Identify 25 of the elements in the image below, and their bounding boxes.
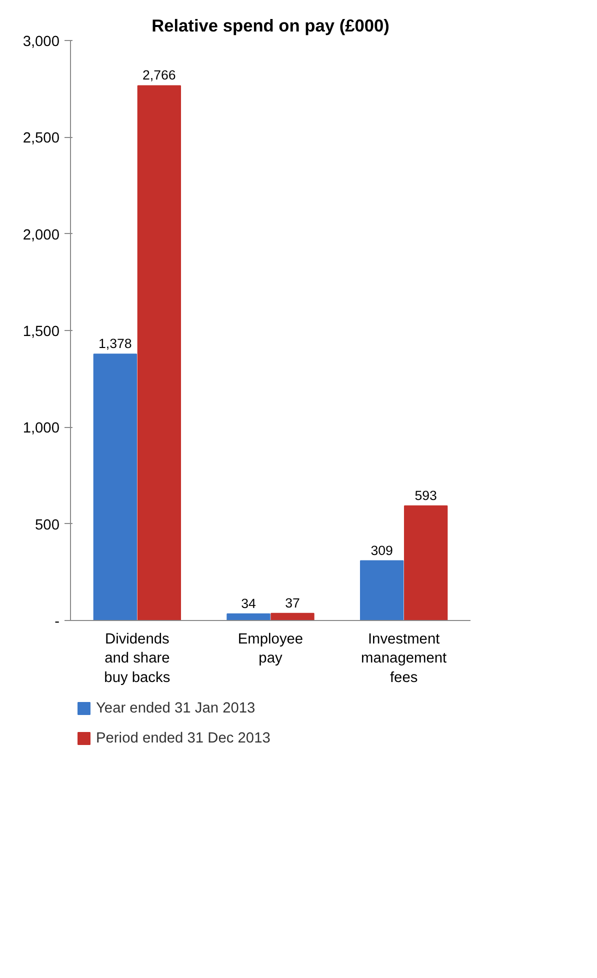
y-tick-label: - [54, 614, 60, 630]
y-tick-label: 2,500 [22, 130, 60, 147]
x-tick-label: Dividends and share buy backs [104, 632, 170, 686]
bar [404, 505, 448, 620]
data-label: 309 [370, 542, 393, 558]
data-label: 37 [285, 595, 300, 610]
y-tick-label: 500 [35, 517, 60, 534]
legend-label: Period ended 31 Dec 2013 [96, 730, 270, 746]
chart-title: Relative spend on pay (£000) [152, 16, 390, 36]
data-label: 34 [241, 596, 256, 611]
data-label: 2,766 [142, 68, 176, 83]
y-tick-label: 1,000 [22, 420, 60, 437]
bar [360, 560, 404, 620]
data-label: 1,378 [98, 336, 132, 352]
x-tick-label: Employee pay [238, 632, 304, 667]
y-tick-label: 3,000 [22, 34, 60, 50]
y-tick-label: 1,500 [22, 324, 60, 340]
x-tick-label: Investment management fees [361, 632, 447, 686]
bar [226, 613, 270, 620]
legend-label: Year ended 31 Jan 2013 [96, 700, 256, 716]
bar [93, 354, 138, 620]
y-tick-label: 2,000 [22, 227, 60, 244]
data-label: 593 [414, 488, 437, 503]
bar [270, 612, 314, 620]
bar [137, 85, 182, 620]
